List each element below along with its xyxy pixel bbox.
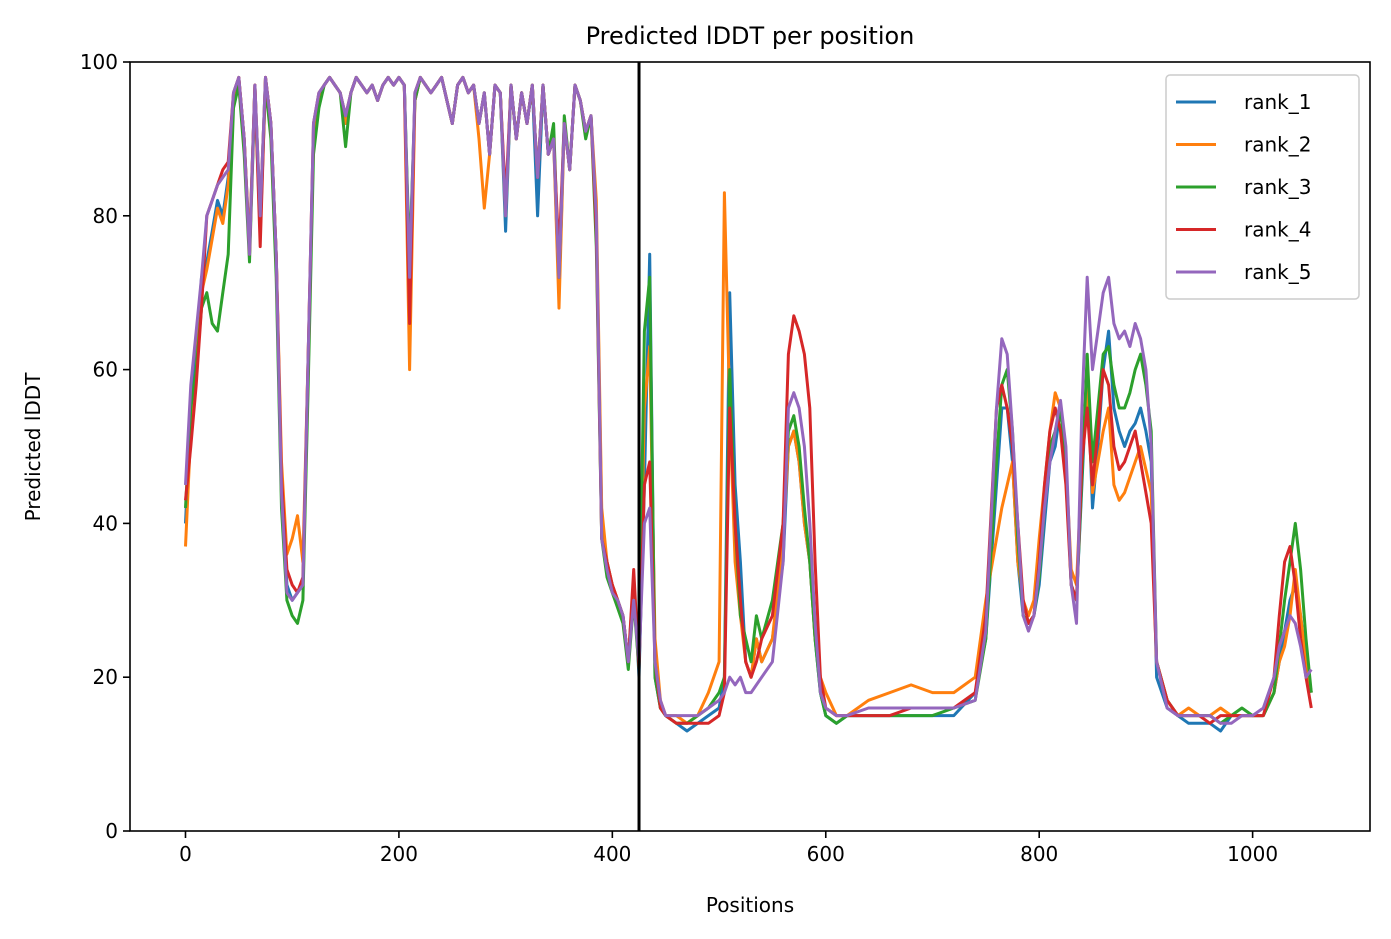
y-tick-label: 20	[93, 665, 118, 689]
legend-label-rank_5: rank_5	[1244, 260, 1311, 284]
legend-label-rank_1: rank_1	[1244, 90, 1311, 114]
x-tick-label: 200	[380, 842, 418, 866]
y-tick-label: 80	[93, 204, 118, 228]
x-tick-label: 1000	[1227, 842, 1278, 866]
y-tick-label: 60	[93, 358, 118, 382]
legend-label-rank_4: rank_4	[1244, 218, 1311, 242]
legend-label-rank_2: rank_2	[1244, 133, 1311, 157]
plot-frame	[129, 61, 1371, 832]
legend-label-rank_3: rank_3	[1244, 175, 1311, 199]
y-tick-label: 0	[105, 819, 118, 843]
x-tick-label: 800	[1020, 842, 1058, 866]
y-tick-label: 100	[80, 50, 118, 74]
series-line-rank_5	[184, 75, 1313, 725]
series-line-rank_4	[184, 75, 1313, 725]
chart-title: Predicted lDDT per position	[586, 22, 915, 50]
series-line-rank_3	[184, 75, 1313, 725]
y-tick-label: 40	[93, 511, 118, 535]
x-axis-label: Positions	[706, 893, 794, 917]
series-line-rank_2	[184, 75, 1313, 725]
x-tick-label: 600	[807, 842, 845, 866]
plot-area: 0 200 400 600 800 1000 0 20 40 60 80 100	[80, 50, 1371, 866]
legend: rank_1 rank_2 rank_3 rank_4 rank_5	[1165, 74, 1360, 300]
series-line-rank_1	[184, 75, 1313, 733]
x-tick-label: 400	[593, 842, 631, 866]
x-tick-label: 0	[179, 842, 192, 866]
legend-box	[1165, 74, 1360, 300]
y-axis-label: Predicted lDDT	[21, 372, 45, 522]
